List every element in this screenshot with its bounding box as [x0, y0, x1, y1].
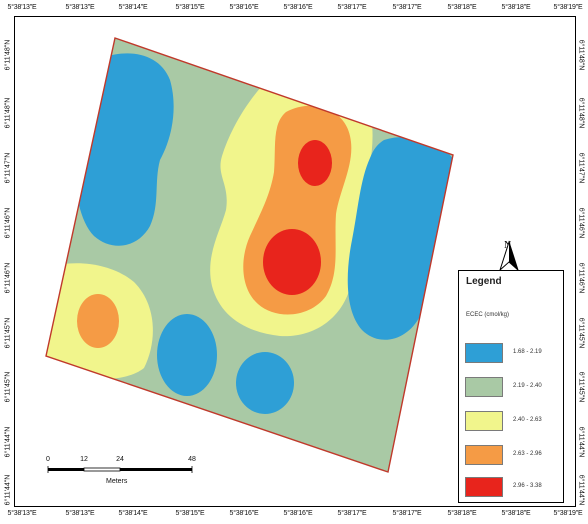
top-tick: 5°38'16"E	[283, 4, 313, 11]
bottom-tick: 5°38'13"E	[65, 510, 95, 517]
legend-item: 2.40 - 2.63	[465, 411, 561, 433]
scale-label: 24	[116, 456, 124, 463]
bottom-tick: 5°38'13"E	[7, 510, 37, 517]
scale-unit: Meters	[106, 478, 128, 485]
legend-label: 2.96 - 3.38	[513, 483, 542, 489]
zone-class5-north	[298, 140, 332, 186]
scale-label: 12	[80, 456, 88, 463]
bottom-tick: 5°38'18"E	[501, 510, 531, 517]
legend-subtitle: ECEC (cmol/kg)	[466, 312, 510, 318]
legend-swatch	[465, 477, 503, 497]
top-tick: 5°38'13"E	[65, 4, 95, 11]
top-tick: 5°38'18"E	[447, 4, 477, 11]
top-tick: 5°38'13"E	[7, 4, 37, 11]
top-tick: 5°38'17"E	[337, 4, 367, 11]
top-tick: 5°38'19"E	[553, 4, 583, 11]
legend-item: 2.63 - 2.96	[465, 445, 561, 467]
legend-item: 2.19 - 2.40	[465, 377, 561, 399]
bottom-coordinate-ticks: 5°38'13"E 5°38'13"E 5°38'14"E 5°38'15"E …	[0, 510, 588, 524]
scale-bar: 0 12 24 48 Meters	[46, 456, 206, 486]
legend-title: Legend	[466, 276, 502, 287]
legend-swatch	[465, 411, 503, 431]
scale-label: 0	[46, 456, 50, 463]
bottom-tick: 5°38'16"E	[283, 510, 313, 517]
legend-item: 2.96 - 3.38	[465, 477, 561, 499]
legend-swatch	[465, 377, 503, 397]
bottom-tick: 5°38'17"E	[392, 510, 422, 517]
scale-label: 48	[188, 456, 196, 463]
legend-swatch	[465, 445, 503, 465]
legend-item: 1.68 - 2.19	[465, 343, 561, 365]
bottom-tick: 5°38'19"E	[553, 510, 583, 517]
field-boundary	[45, 37, 454, 473]
top-coordinate-ticks: 5°38'13"E 5°38'13"E 5°38'14"E 5°38'15"E …	[0, 4, 588, 18]
top-tick: 5°38'17"E	[392, 4, 422, 11]
bottom-tick: 5°38'17"E	[337, 510, 367, 517]
legend-label: 1.68 - 2.19	[513, 349, 542, 355]
zone-class1-south	[236, 352, 294, 414]
zone-class5-south	[263, 229, 321, 295]
top-tick: 5°38'14"E	[118, 4, 148, 11]
north-arrow-icon	[498, 240, 520, 272]
bottom-tick: 5°38'14"E	[118, 510, 148, 517]
legend-label: 2.19 - 2.40	[513, 383, 542, 389]
top-tick: 5°38'15"E	[175, 4, 205, 11]
legend-panel: Legend ECEC (cmol/kg) 1.68 - 2.19 2.19 -…	[458, 270, 564, 503]
legend-label: 2.63 - 2.96	[513, 451, 542, 457]
top-tick: 5°38'16"E	[229, 4, 259, 11]
bottom-tick: 5°38'15"E	[175, 510, 205, 517]
legend-label: 2.40 - 2.63	[513, 417, 542, 423]
bottom-tick: 5°38'18"E	[447, 510, 477, 517]
bottom-tick: 5°38'16"E	[229, 510, 259, 517]
zone-class1-south-center	[157, 314, 217, 396]
zone-class4-southwest	[77, 294, 119, 348]
legend-swatch	[465, 343, 503, 363]
scale-bar-graphic	[47, 466, 193, 473]
top-tick: 5°38'18"E	[501, 4, 531, 11]
